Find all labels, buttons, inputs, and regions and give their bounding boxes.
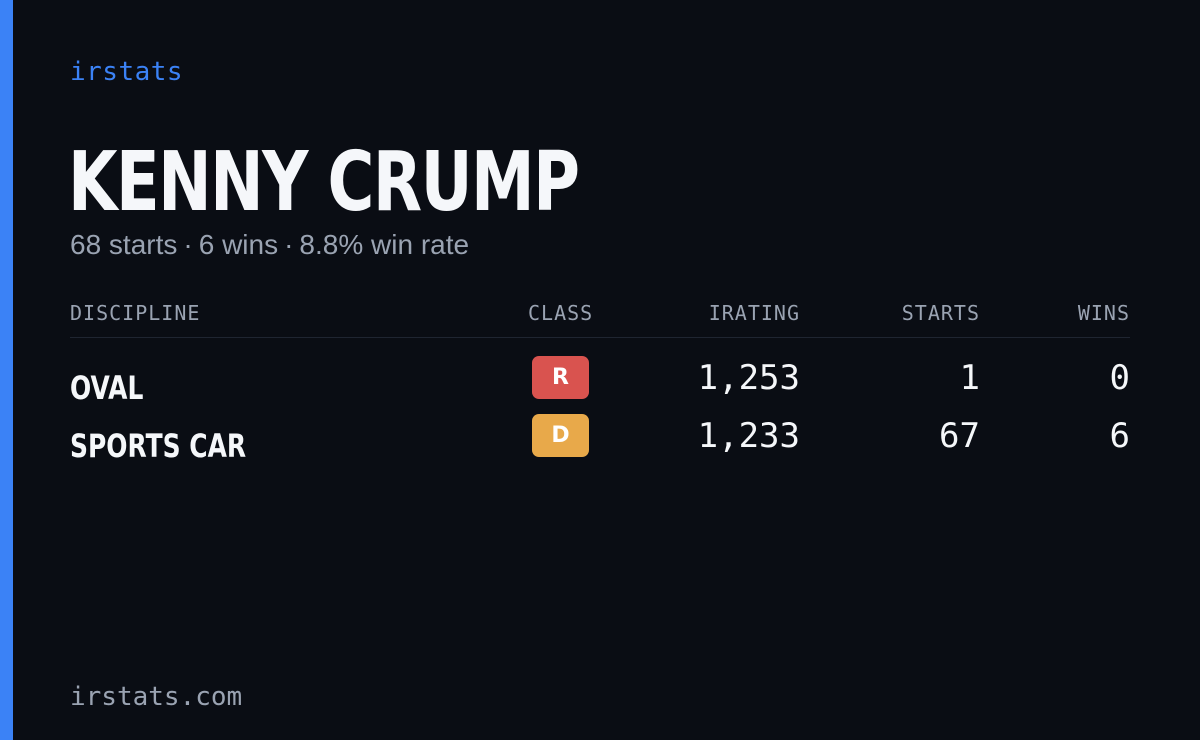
accent-bar bbox=[0, 0, 13, 740]
driver-summary: 68 starts · 6 wins · 8.8% win rate bbox=[70, 228, 469, 262]
table-body: OVAL R 1,253 1 0 SPORTS CAR D 1,233 67 6 bbox=[70, 338, 1130, 470]
table-row: OVAL R 1,253 1 0 bbox=[70, 354, 1130, 412]
summary-separator: · bbox=[284, 229, 294, 260]
summary-separator: · bbox=[183, 229, 193, 260]
brand-logo-text: irstats bbox=[70, 57, 184, 87]
summary-wins: 6 wins bbox=[198, 229, 279, 260]
summary-starts: 68 starts bbox=[70, 229, 178, 260]
table-row: SPORTS CAR D 1,233 67 6 bbox=[70, 412, 1130, 470]
summary-win-rate: 8.8% win rate bbox=[299, 229, 470, 260]
driver-name: KENNY CRUMP bbox=[68, 135, 580, 230]
row-starts: 67 bbox=[939, 416, 980, 456]
header-irating: IRATING bbox=[708, 301, 800, 325]
header-class: CLASS bbox=[528, 301, 594, 325]
row-discipline: OVAL bbox=[70, 369, 144, 407]
row-irating: 1,233 bbox=[697, 416, 800, 456]
header-starts: STARTS bbox=[901, 301, 980, 325]
discipline-table: DISCIPLINE CLASS IRATING STARTS WINS OVA… bbox=[70, 296, 1130, 470]
row-irating: 1,253 bbox=[697, 358, 800, 398]
row-wins: 6 bbox=[1109, 416, 1130, 456]
class-badge: R bbox=[532, 356, 589, 399]
footer-url: irstats.com bbox=[70, 682, 243, 712]
header-discipline: DISCIPLINE bbox=[70, 301, 201, 325]
header-wins: WINS bbox=[1077, 301, 1130, 325]
row-wins: 0 bbox=[1109, 358, 1130, 398]
row-discipline: SPORTS CAR bbox=[70, 427, 247, 465]
row-starts: 1 bbox=[959, 358, 980, 398]
class-badge: D bbox=[532, 414, 589, 457]
table-header: DISCIPLINE CLASS IRATING STARTS WINS bbox=[70, 296, 1130, 338]
